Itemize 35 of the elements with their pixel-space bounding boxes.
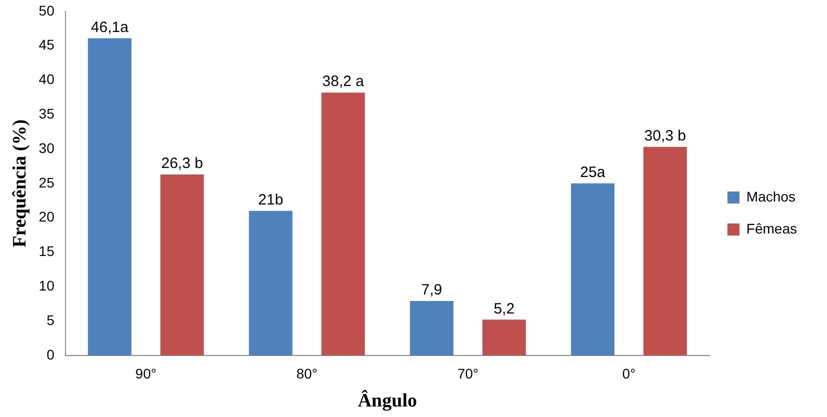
y-axis-title: Frequência (%) <box>9 119 30 248</box>
x-tick-label: 90° <box>135 366 156 382</box>
bar <box>160 174 204 356</box>
y-tick-label: 35 <box>38 105 55 122</box>
x-tick-label: 70° <box>457 366 478 382</box>
bar <box>482 320 526 356</box>
y-tick-label: 50 <box>38 2 55 18</box>
legend-label: Machos <box>746 188 796 204</box>
legend-label: Fêmeas <box>746 220 798 236</box>
y-tick-label: 30 <box>38 140 55 156</box>
bar <box>88 38 132 356</box>
data-label: 46,1a <box>90 18 130 36</box>
y-tick-label: 40 <box>38 71 55 88</box>
data-label: 21b <box>258 192 284 209</box>
y-tick-label: 20 <box>38 208 55 225</box>
data-label: 38,2 a <box>322 73 365 90</box>
y-tick-label: 0 <box>46 346 55 362</box>
y-tick-label: 45 <box>38 36 55 53</box>
x-tick-label: 0° <box>622 366 636 382</box>
bar <box>643 146 687 356</box>
data-label: 7,9 <box>421 282 442 299</box>
data-label: 25a <box>580 164 606 182</box>
y-tick-label: 25 <box>38 174 55 190</box>
data-label: 30,3 b <box>644 128 686 145</box>
x-tick-label: 80° <box>296 366 318 382</box>
y-tick-label: 10 <box>38 277 55 294</box>
data-label: 5,2 <box>494 300 515 318</box>
y-tick-label: 5 <box>46 312 55 328</box>
bar <box>248 210 292 356</box>
bar <box>321 92 365 356</box>
bar <box>570 183 614 356</box>
y-tick-label: 15 <box>38 243 55 260</box>
bar <box>410 301 454 356</box>
data-label: 26,3 b <box>161 155 203 172</box>
x-axis-title: Ângulo <box>358 390 417 412</box>
